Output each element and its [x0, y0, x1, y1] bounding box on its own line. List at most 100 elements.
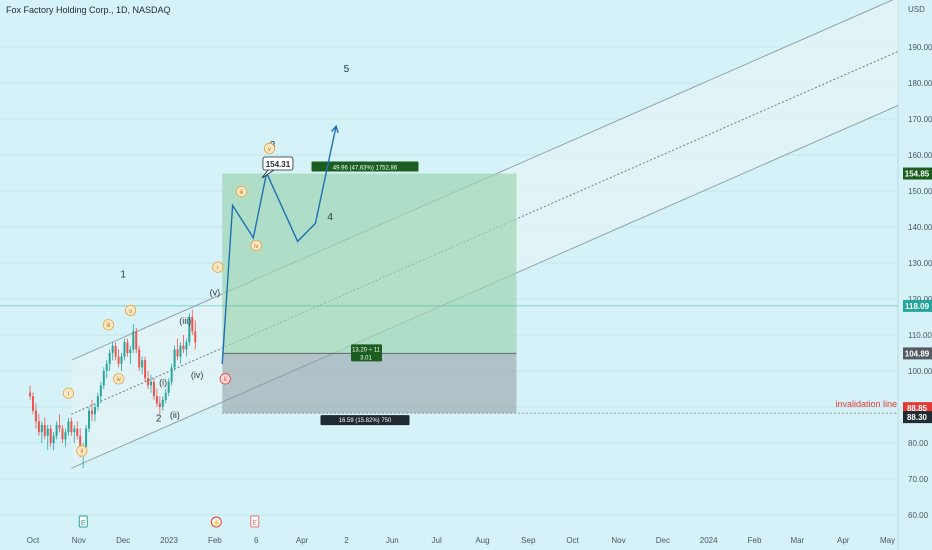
- candle-body: [191, 317, 194, 332]
- candle-body: [61, 428, 64, 440]
- wave-label-circle: [62, 387, 75, 399]
- wave-label: ii: [80, 449, 83, 455]
- y-tick-label: 60.00: [908, 511, 929, 520]
- wave-label-circle: [235, 186, 248, 198]
- candle-body: [67, 421, 70, 433]
- candle-body: [31, 396, 34, 411]
- target-zone-label-bg: [311, 161, 419, 172]
- y-tick-label: 170.00: [908, 115, 932, 124]
- candle-body: [176, 349, 179, 357]
- candle-body: [64, 432, 67, 440]
- wave-label: 5: [344, 64, 350, 75]
- candle-body: [52, 435, 55, 443]
- risk-reward-bg: [351, 344, 382, 362]
- earnings-marker: [250, 515, 260, 528]
- candle-body: [173, 349, 176, 368]
- candle-body: [179, 345, 182, 357]
- wave-label: (v): [210, 287, 221, 297]
- wave-projection-arrowhead: [330, 124, 339, 134]
- candle-body: [120, 356, 123, 364]
- candle-body: [149, 381, 152, 386]
- y-tick-label: 160.00: [908, 151, 932, 160]
- candle-body: [85, 428, 88, 447]
- wave-label-circle: [212, 261, 224, 273]
- candle-body: [117, 356, 120, 364]
- stop-zone-label-bg: [320, 415, 410, 426]
- risk-reward-line1: 13.20 ÷ 11: [352, 347, 381, 353]
- wave-label: iv: [254, 244, 258, 250]
- x-tick-label: Aug: [475, 536, 489, 545]
- candle-body: [49, 428, 52, 443]
- candle-body: [96, 396, 99, 407]
- x-tick-label: Apr: [296, 536, 309, 545]
- candle-body: [73, 428, 76, 433]
- x-tick-label: Oct: [566, 536, 579, 545]
- wave-label: i: [68, 392, 69, 398]
- wave-label: (i): [159, 377, 167, 387]
- wave-label: 2: [156, 413, 162, 424]
- x-tick-label: Feb: [208, 536, 222, 545]
- candle-body: [138, 349, 141, 368]
- earnings-marker-label: E: [252, 520, 257, 527]
- candle-body: [126, 342, 129, 353]
- wave-label: v: [268, 147, 271, 153]
- price-badge: 88.85: [907, 404, 928, 413]
- x-tick-label: May: [880, 536, 895, 545]
- wave-label-circle: [219, 373, 231, 385]
- stop-zone-label: 16.59 (15.82%) 750: [339, 418, 392, 424]
- x-tick-label: Jun: [386, 536, 399, 545]
- x-tick-label: Dec: [656, 536, 670, 545]
- candle-body: [29, 392, 32, 397]
- callout-value: 154.31: [266, 160, 291, 169]
- channel-median-line: [71, 51, 899, 415]
- candle-body: [76, 428, 79, 436]
- candle-body: [34, 410, 37, 422]
- earnings-marker-label: E: [81, 520, 86, 527]
- candle-body: [111, 345, 114, 353]
- wave-label-circle: [76, 445, 88, 457]
- wave-label-circle: [250, 240, 262, 252]
- candle-body: [164, 392, 167, 400]
- x-tick-label: Apr: [837, 536, 850, 545]
- wave-label: ii: [224, 377, 227, 383]
- candle-body: [43, 425, 46, 436]
- wave-label-circle: [263, 142, 276, 154]
- candle-body: [40, 425, 43, 433]
- candle-body: [114, 345, 117, 357]
- wave-label: (iii): [179, 316, 191, 326]
- wave-label: (iv): [191, 370, 204, 380]
- candle-body: [37, 421, 40, 433]
- price-badge: 154.85: [905, 170, 930, 179]
- candle-body: [158, 403, 161, 407]
- candle-body: [155, 396, 158, 404]
- candle-body: [188, 317, 191, 343]
- candle-body: [185, 342, 188, 350]
- x-tick-label: 2023: [160, 536, 178, 545]
- x-tick-label: Mar: [790, 536, 804, 545]
- y-tick-label: 80.00: [908, 439, 929, 448]
- price-badge-bg: [903, 299, 932, 312]
- wave-label: 4: [327, 212, 333, 223]
- earnings-marker: [78, 515, 88, 528]
- candle-body: [132, 331, 135, 350]
- y-tick-label: 180.00: [908, 79, 932, 88]
- candle-body: [167, 381, 170, 393]
- candle-body: [55, 425, 58, 436]
- candle-body: [141, 360, 144, 368]
- callout-pointer: [261, 169, 275, 179]
- x-tick-label: 2: [344, 536, 349, 545]
- y-tick-label: 70.00: [908, 475, 929, 484]
- wave-label: iii: [106, 323, 110, 329]
- wave-label-circle: [113, 373, 125, 385]
- wave-label: v: [129, 309, 132, 315]
- y-tick-label: 110.00: [908, 331, 932, 340]
- invalidation-label: invalidation line: [835, 399, 897, 409]
- candle-body: [105, 363, 108, 371]
- candle-body: [79, 435, 82, 454]
- candle-body: [129, 349, 132, 353]
- y-tick-label: 150.00: [908, 187, 932, 196]
- candle-body: [152, 381, 155, 397]
- x-tick-label: Dec: [116, 536, 130, 545]
- price-badge-bg: [903, 411, 932, 424]
